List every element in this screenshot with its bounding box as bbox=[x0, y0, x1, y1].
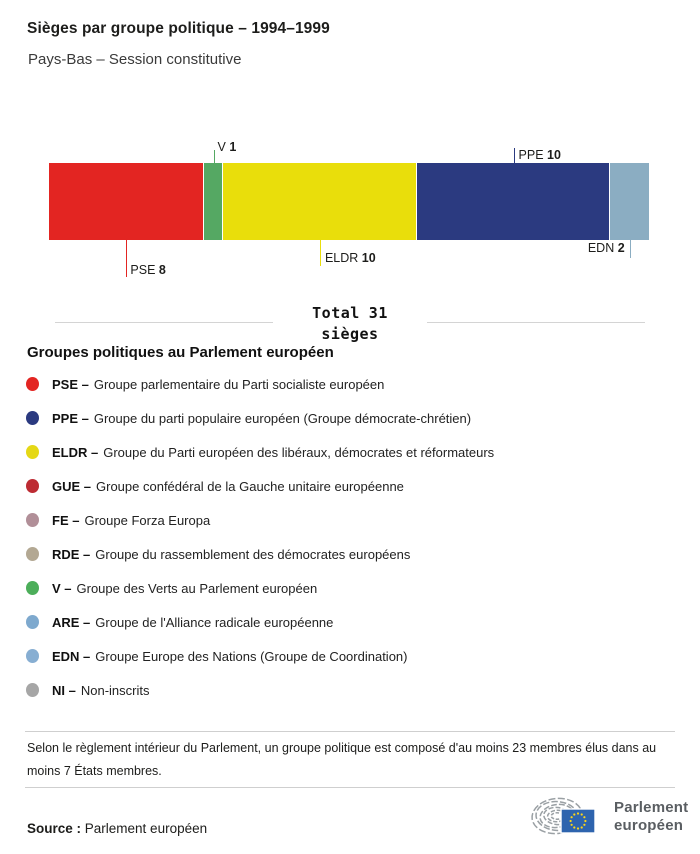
legend-item-label: RDE – Groupe du rassemblement des démocra… bbox=[52, 546, 411, 562]
bar-label-EDN: EDN 2 bbox=[587, 241, 625, 255]
bar-segment-EDN bbox=[610, 163, 649, 240]
legend-item-PPE: PPE – Groupe du parti populaire européen … bbox=[26, 401, 680, 435]
divider-line-right bbox=[427, 322, 645, 323]
total-prefix: Total bbox=[312, 304, 360, 322]
legend-item-NI: NI – Non-inscrits bbox=[26, 673, 680, 707]
legend-item-GUE: GUE – Groupe confédéral de la Gauche unit… bbox=[26, 469, 680, 503]
bar-segment-PPE bbox=[416, 163, 611, 240]
legend-color-dot bbox=[26, 683, 39, 697]
legend-color-dot bbox=[26, 377, 39, 391]
legend-item-V: V – Groupe des Verts au Parlement europée… bbox=[26, 571, 680, 605]
bar-segment-V bbox=[203, 163, 224, 240]
legend-item-label: ARE – Groupe de l'Alliance radicale europ… bbox=[52, 614, 334, 630]
bar-label-V: V 1 bbox=[217, 140, 237, 154]
legend-item-label: EDN – Groupe Europe des Nations (Groupe d… bbox=[52, 648, 408, 664]
footnote-divider-top bbox=[25, 731, 675, 732]
leader-line-PPE bbox=[513, 148, 515, 163]
legend-item-label: PPE – Groupe du parti populaire européen … bbox=[52, 410, 472, 426]
legend-item-label: ELDR – Groupe du Parti européen des libér… bbox=[52, 444, 495, 460]
source-label: Source : bbox=[27, 821, 82, 836]
total-line-1: Total 31 bbox=[0, 303, 700, 324]
source-value: Parlement européen bbox=[84, 821, 208, 836]
hemicycle-icon bbox=[531, 797, 596, 835]
legend-item-RDE: RDE – Groupe du rassemblement des démocra… bbox=[26, 537, 680, 571]
footnote: Selon le règlement intérieur du Parlemen… bbox=[27, 741, 657, 778]
bar-label-PSE: PSE 8 bbox=[130, 263, 166, 277]
legend-color-dot bbox=[26, 445, 39, 459]
legend-item-EDN: EDN – Groupe Europe des Nations (Groupe d… bbox=[26, 639, 680, 673]
legend-color-dot bbox=[26, 649, 39, 663]
legend-item-ARE: ARE – Groupe de l'Alliance radicale europ… bbox=[26, 605, 680, 639]
ep-logo-line1: Parlement bbox=[614, 798, 689, 816]
legend-list: PSE – Groupe parlementaire du Parti socia… bbox=[26, 367, 680, 707]
legend-color-dot bbox=[26, 615, 39, 629]
legend-item-ELDR: ELDR – Groupe du Parti européen des libér… bbox=[26, 435, 680, 469]
ep-logo: Parlement européen bbox=[531, 792, 688, 842]
eu-flag-icon bbox=[560, 808, 596, 834]
bar-segment-ELDR bbox=[223, 163, 417, 240]
divider-line-left bbox=[55, 322, 273, 323]
stacked-bar bbox=[49, 163, 649, 240]
footnote-divider-bottom bbox=[25, 787, 675, 788]
legend-item-label: V – Groupe des Verts au Parlement europée… bbox=[52, 580, 318, 596]
leader-line-EDN bbox=[629, 240, 631, 258]
legend-item-PSE: PSE – Groupe parlementaire du Parti socia… bbox=[26, 367, 680, 401]
legend-heading: Groupes politiques au Parlement européen bbox=[27, 344, 334, 361]
leader-line-PSE bbox=[126, 240, 128, 277]
legend-item-label: FE – Groupe Forza Europa bbox=[52, 512, 211, 528]
page-title: Sièges par groupe politique – 1994–1999 bbox=[27, 20, 330, 37]
legend-item-FE: FE – Groupe Forza Europa bbox=[26, 503, 680, 537]
legend-color-dot bbox=[26, 411, 39, 425]
legend-item-label: PSE – Groupe parlementaire du Parti socia… bbox=[52, 376, 385, 392]
bar-label-PPE: PPE 10 bbox=[518, 148, 561, 162]
page-subtitle: Pays-Bas – Session constitutive bbox=[28, 51, 242, 68]
bar-label-ELDR: ELDR 10 bbox=[324, 251, 376, 265]
ep-logo-wordmark: Parlement européen bbox=[614, 799, 688, 836]
legend-item-label: GUE – Groupe confédéral de la Gauche unit… bbox=[52, 478, 404, 494]
ep-logo-line2: européen bbox=[614, 817, 684, 834]
total-seats: Total 31 sièges bbox=[0, 303, 700, 345]
legend-item-label: NI – Non-inscrits bbox=[52, 682, 150, 698]
bar-segment-PSE bbox=[49, 163, 204, 240]
total-line-2: sièges bbox=[321, 325, 379, 343]
legend-color-dot bbox=[26, 581, 39, 595]
leader-line-ELDR bbox=[319, 240, 321, 266]
source-line: Source : Parlement européen bbox=[27, 821, 207, 836]
leader-line-V bbox=[213, 150, 215, 163]
legend-color-dot bbox=[26, 513, 39, 527]
legend-color-dot bbox=[26, 479, 39, 493]
total-value: 31 bbox=[368, 304, 388, 322]
legend-color-dot bbox=[26, 547, 39, 561]
